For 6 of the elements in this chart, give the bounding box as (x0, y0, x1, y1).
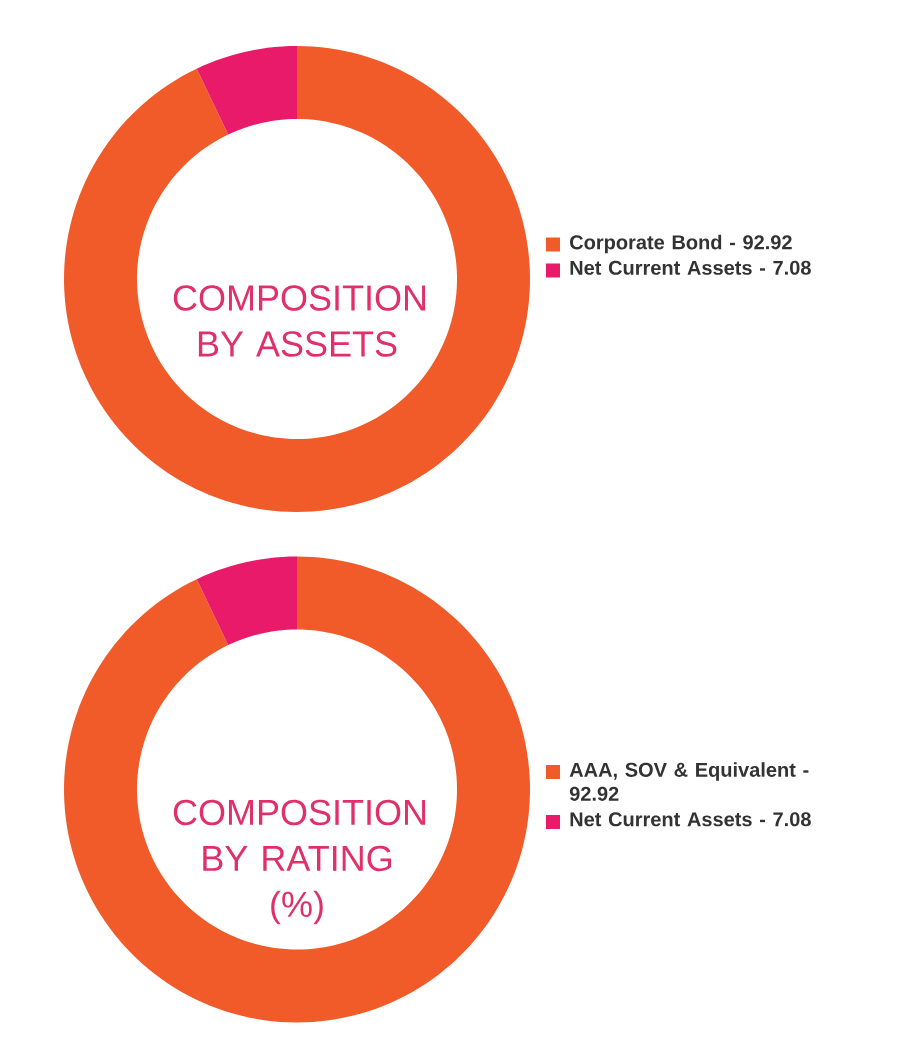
text: COMPOSITION BY ASSETS (173, 285, 426, 357)
legend-label: Corporate Bond - 92.92 (570, 234, 792, 254)
legend-label: Net Current Assets - 7.08 (570, 812, 811, 827)
text: COMPOSITION BY RATING (%) (173, 799, 426, 925)
legend-label: Net Current Assets - 7.08 (570, 260, 811, 275)
legend-label: AAA, SOV & Equivalent - 92.92 (569, 762, 809, 801)
